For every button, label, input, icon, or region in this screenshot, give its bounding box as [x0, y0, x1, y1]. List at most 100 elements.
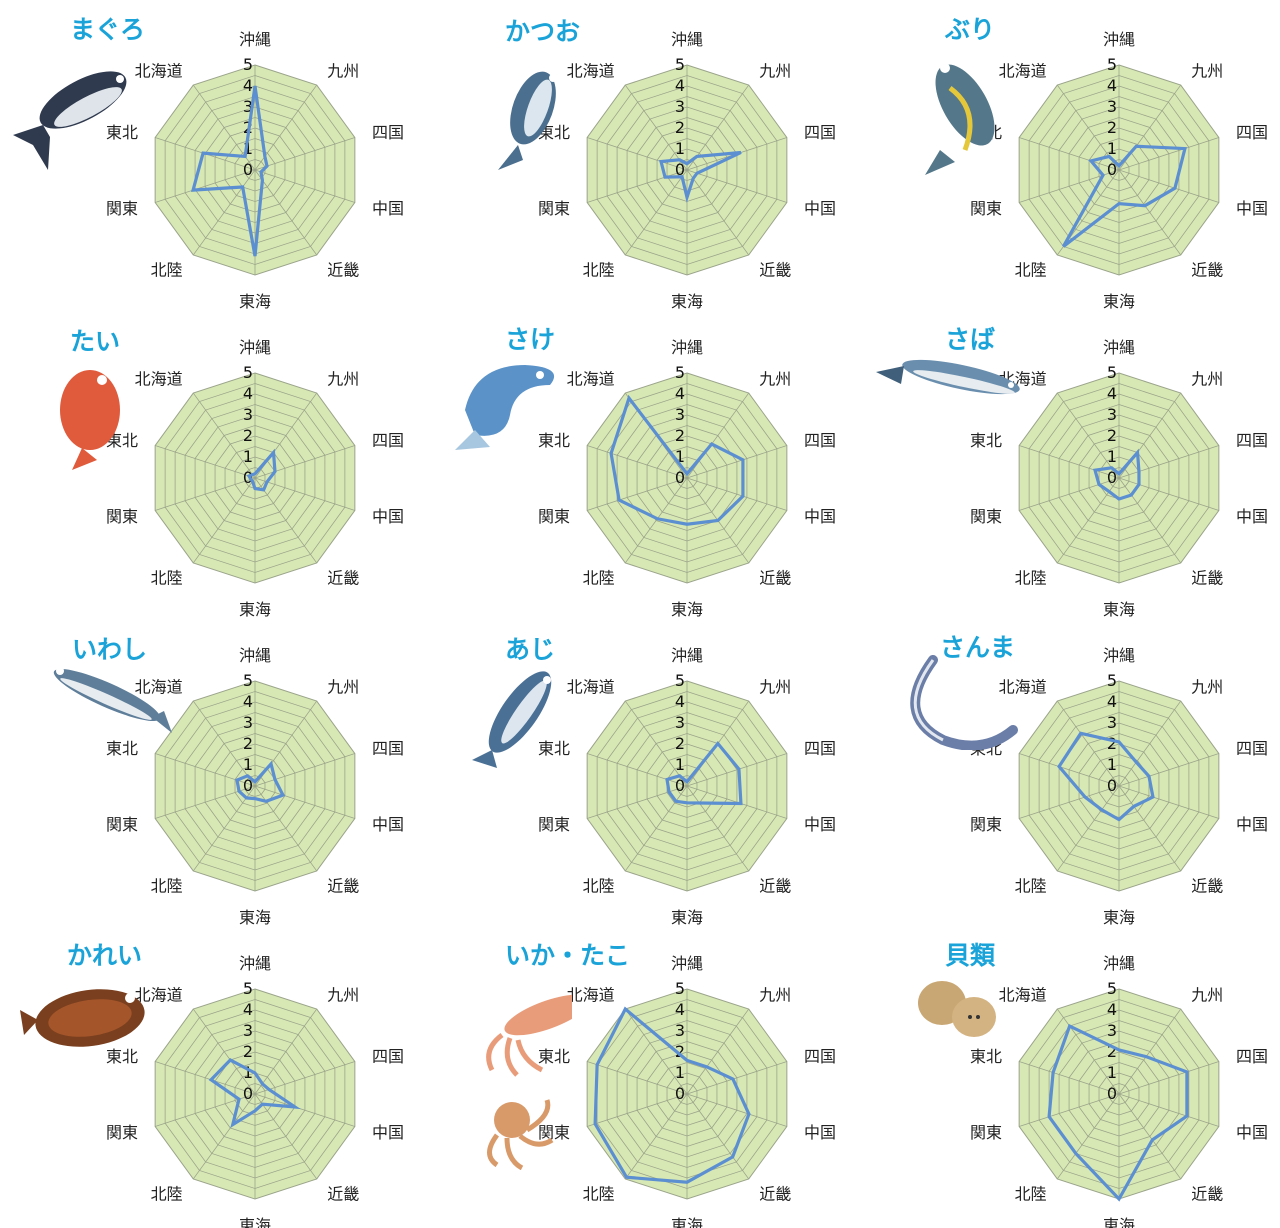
axis-label: 近畿 — [327, 569, 359, 588]
tick-label: 3 — [1107, 713, 1117, 732]
tick-label: 3 — [1107, 97, 1117, 116]
grid-spoke — [587, 137, 688, 171]
axis-label: 九州 — [327, 61, 359, 80]
tick-label: 4 — [675, 692, 685, 711]
tick-label: 0 — [675, 160, 685, 179]
grid-spoke — [254, 477, 318, 564]
radar-panel: 0 1 2 3 4 5 沖縄 九州 四国 中国 近畿 東海 北陸 関東 東北 北海道 まぐろ — [0, 0, 426, 311]
grid-spoke — [1056, 392, 1120, 479]
tick-label: 4 — [1107, 692, 1117, 711]
series-line — [246, 448, 277, 492]
axis-label: 東海 — [1103, 1216, 1135, 1228]
axis-label: 東北 — [106, 431, 138, 450]
tick-label: 5 — [1107, 979, 1117, 998]
axis-label: 四国 — [1236, 1047, 1268, 1066]
axis-label: 東海 — [1103, 292, 1135, 311]
axis-label: 沖縄 — [1103, 338, 1135, 357]
tick-label: 0 — [675, 468, 685, 487]
series-line — [1062, 144, 1187, 248]
axis-label: 近畿 — [1191, 1185, 1223, 1204]
tick-label: 1 — [1107, 139, 1117, 158]
grid-spoke — [1019, 753, 1120, 787]
grid-spoke — [1056, 1093, 1120, 1180]
axis-label: 関東 — [106, 507, 138, 526]
tick-label: 2 — [675, 734, 685, 753]
radar-panel: 0 1 2 3 4 5 沖縄 九州 四国 中国 近畿 東海 北陸 関東 東北 北海道 さば — [864, 308, 1280, 619]
grid-spoke — [192, 700, 256, 787]
chart-title: いか・たこ — [505, 941, 631, 970]
grid-spoke — [1056, 1008, 1120, 1095]
tick-label: 1 — [243, 447, 253, 466]
axis-label: 東北 — [970, 1047, 1002, 1066]
tick-label: 1 — [243, 139, 253, 158]
sea-bream-icon — [60, 370, 120, 470]
tick-label: 0 — [675, 776, 685, 795]
axis-label: 近畿 — [759, 877, 791, 896]
chart-title: さけ — [505, 325, 556, 354]
grid-spoke — [254, 169, 355, 203]
grid-spoke — [1118, 753, 1219, 787]
grid-spoke — [686, 169, 787, 203]
axis-label: 関東 — [970, 815, 1002, 834]
axis-label: 四国 — [804, 739, 836, 758]
series-line — [1047, 1023, 1189, 1202]
tick-label: 3 — [243, 1021, 253, 1040]
axis-label: 中国 — [1236, 507, 1268, 526]
axis-label: 四国 — [804, 1047, 836, 1066]
axis-label: 近畿 — [759, 569, 791, 588]
axis-label: 九州 — [759, 369, 791, 388]
axis-label: 四国 — [804, 431, 836, 450]
tick-label: 0 — [1107, 776, 1117, 795]
axis-label: 東北 — [538, 1047, 570, 1066]
grid-spoke — [1019, 445, 1120, 479]
axis-label: 四国 — [804, 123, 836, 142]
axis-label: 東海 — [671, 1216, 703, 1228]
axis-label: 東海 — [239, 1216, 271, 1228]
tick-label: 5 — [1107, 671, 1117, 690]
axis-label: 東海 — [671, 908, 703, 927]
tick-label: 5 — [675, 671, 685, 690]
grid-spoke — [254, 753, 355, 787]
grid-spoke — [254, 137, 355, 171]
grid-spoke — [624, 84, 688, 171]
tick-label: 3 — [675, 713, 685, 732]
axis-label: 沖縄 — [671, 954, 703, 973]
axis-label: 東北 — [106, 123, 138, 142]
tick-label: 1 — [675, 1063, 685, 1082]
radar-panel: 0 1 2 3 4 5 沖縄 九州 四国 中国 近畿 東海 北陸 関東 東北 北海道 かつお — [432, 0, 858, 311]
series-line — [593, 1006, 751, 1184]
axis-label: 九州 — [1191, 677, 1223, 696]
axis-label: 四国 — [372, 739, 404, 758]
axis-label: 中国 — [804, 815, 836, 834]
axis-label: 四国 — [372, 123, 404, 142]
grid-spoke — [192, 169, 256, 256]
grid-spoke — [1019, 477, 1120, 511]
axis-label: 九州 — [327, 369, 359, 388]
series-line — [235, 760, 286, 803]
axis-label: 東北 — [106, 739, 138, 758]
sardine-icon — [53, 667, 172, 733]
tick-label: 1 — [675, 755, 685, 774]
grid-spoke — [624, 1008, 688, 1095]
grid-spoke — [155, 445, 256, 479]
grid-spoke — [686, 1008, 750, 1095]
shellfish-icon — [918, 981, 996, 1037]
axis-label: 東海 — [239, 908, 271, 927]
axis-label: 中国 — [372, 507, 404, 526]
grid-spoke — [1118, 169, 1219, 203]
tick-label: 1 — [243, 755, 253, 774]
grid-spoke — [1019, 785, 1120, 819]
axis-label: 沖縄 — [239, 30, 271, 49]
axis-label: 北陸 — [583, 261, 615, 280]
grid-spoke — [254, 1061, 355, 1095]
tick-label: 4 — [243, 692, 253, 711]
tick-label: 2 — [243, 1042, 253, 1061]
grid-spoke — [1019, 1093, 1120, 1127]
axis-label: 四国 — [1236, 431, 1268, 450]
tick-label: 1 — [243, 1063, 253, 1082]
